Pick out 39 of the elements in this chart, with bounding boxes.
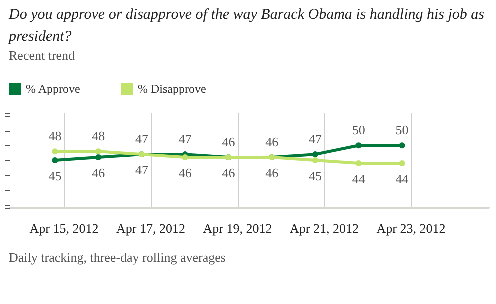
data-label: 46 bbox=[266, 166, 280, 181]
x-tick-label: Apr 23, 2012 bbox=[376, 221, 446, 236]
data-label: 44 bbox=[352, 171, 366, 186]
point bbox=[96, 154, 102, 161]
x-tick-label: Apr 19, 2012 bbox=[203, 221, 272, 236]
data-label: 46 bbox=[178, 166, 192, 181]
point bbox=[399, 142, 406, 149]
point bbox=[96, 148, 102, 155]
point bbox=[356, 142, 362, 149]
x-tick-label: Apr 15, 2012 bbox=[30, 221, 99, 236]
point bbox=[52, 148, 58, 155]
text: Daily tracking, three-day rolling averages bbox=[9, 250, 226, 266]
data-label: 47 bbox=[178, 132, 192, 147]
data-label: 46 bbox=[92, 166, 106, 181]
point bbox=[52, 158, 58, 164]
data-label: 47 bbox=[308, 132, 322, 147]
data-label: 45 bbox=[308, 168, 322, 184]
chart-subtitle: Recent trend bbox=[9, 48, 76, 64]
data-label: 46 bbox=[222, 134, 236, 150]
point bbox=[356, 160, 362, 166]
data-label: 50 bbox=[396, 122, 409, 138]
data-label: 50 bbox=[352, 122, 366, 138]
data-label: 44 bbox=[396, 171, 410, 186]
x-tick-label: Apr 17, 2012 bbox=[116, 221, 186, 236]
data-label: 47 bbox=[135, 162, 149, 178]
x-tick-label: Apr 21, 2012 bbox=[290, 221, 359, 236]
data-label: 46 bbox=[222, 166, 236, 181]
chart-title: Do you approve or disapprove of the way Barack Obama is handling his job as president? bbox=[9, 6, 486, 47]
data-label: 48 bbox=[92, 128, 106, 144]
legend-label: % Disapprove bbox=[138, 82, 206, 96]
point bbox=[399, 160, 406, 166]
legend-label: % Approve bbox=[26, 82, 80, 96]
data-label: 45 bbox=[48, 168, 62, 184]
point bbox=[312, 158, 318, 164]
data-label: 47 bbox=[135, 132, 149, 147]
data-label: 46 bbox=[266, 134, 280, 150]
data-label: 48 bbox=[48, 128, 62, 144]
point bbox=[182, 154, 188, 161]
point bbox=[312, 152, 318, 158]
